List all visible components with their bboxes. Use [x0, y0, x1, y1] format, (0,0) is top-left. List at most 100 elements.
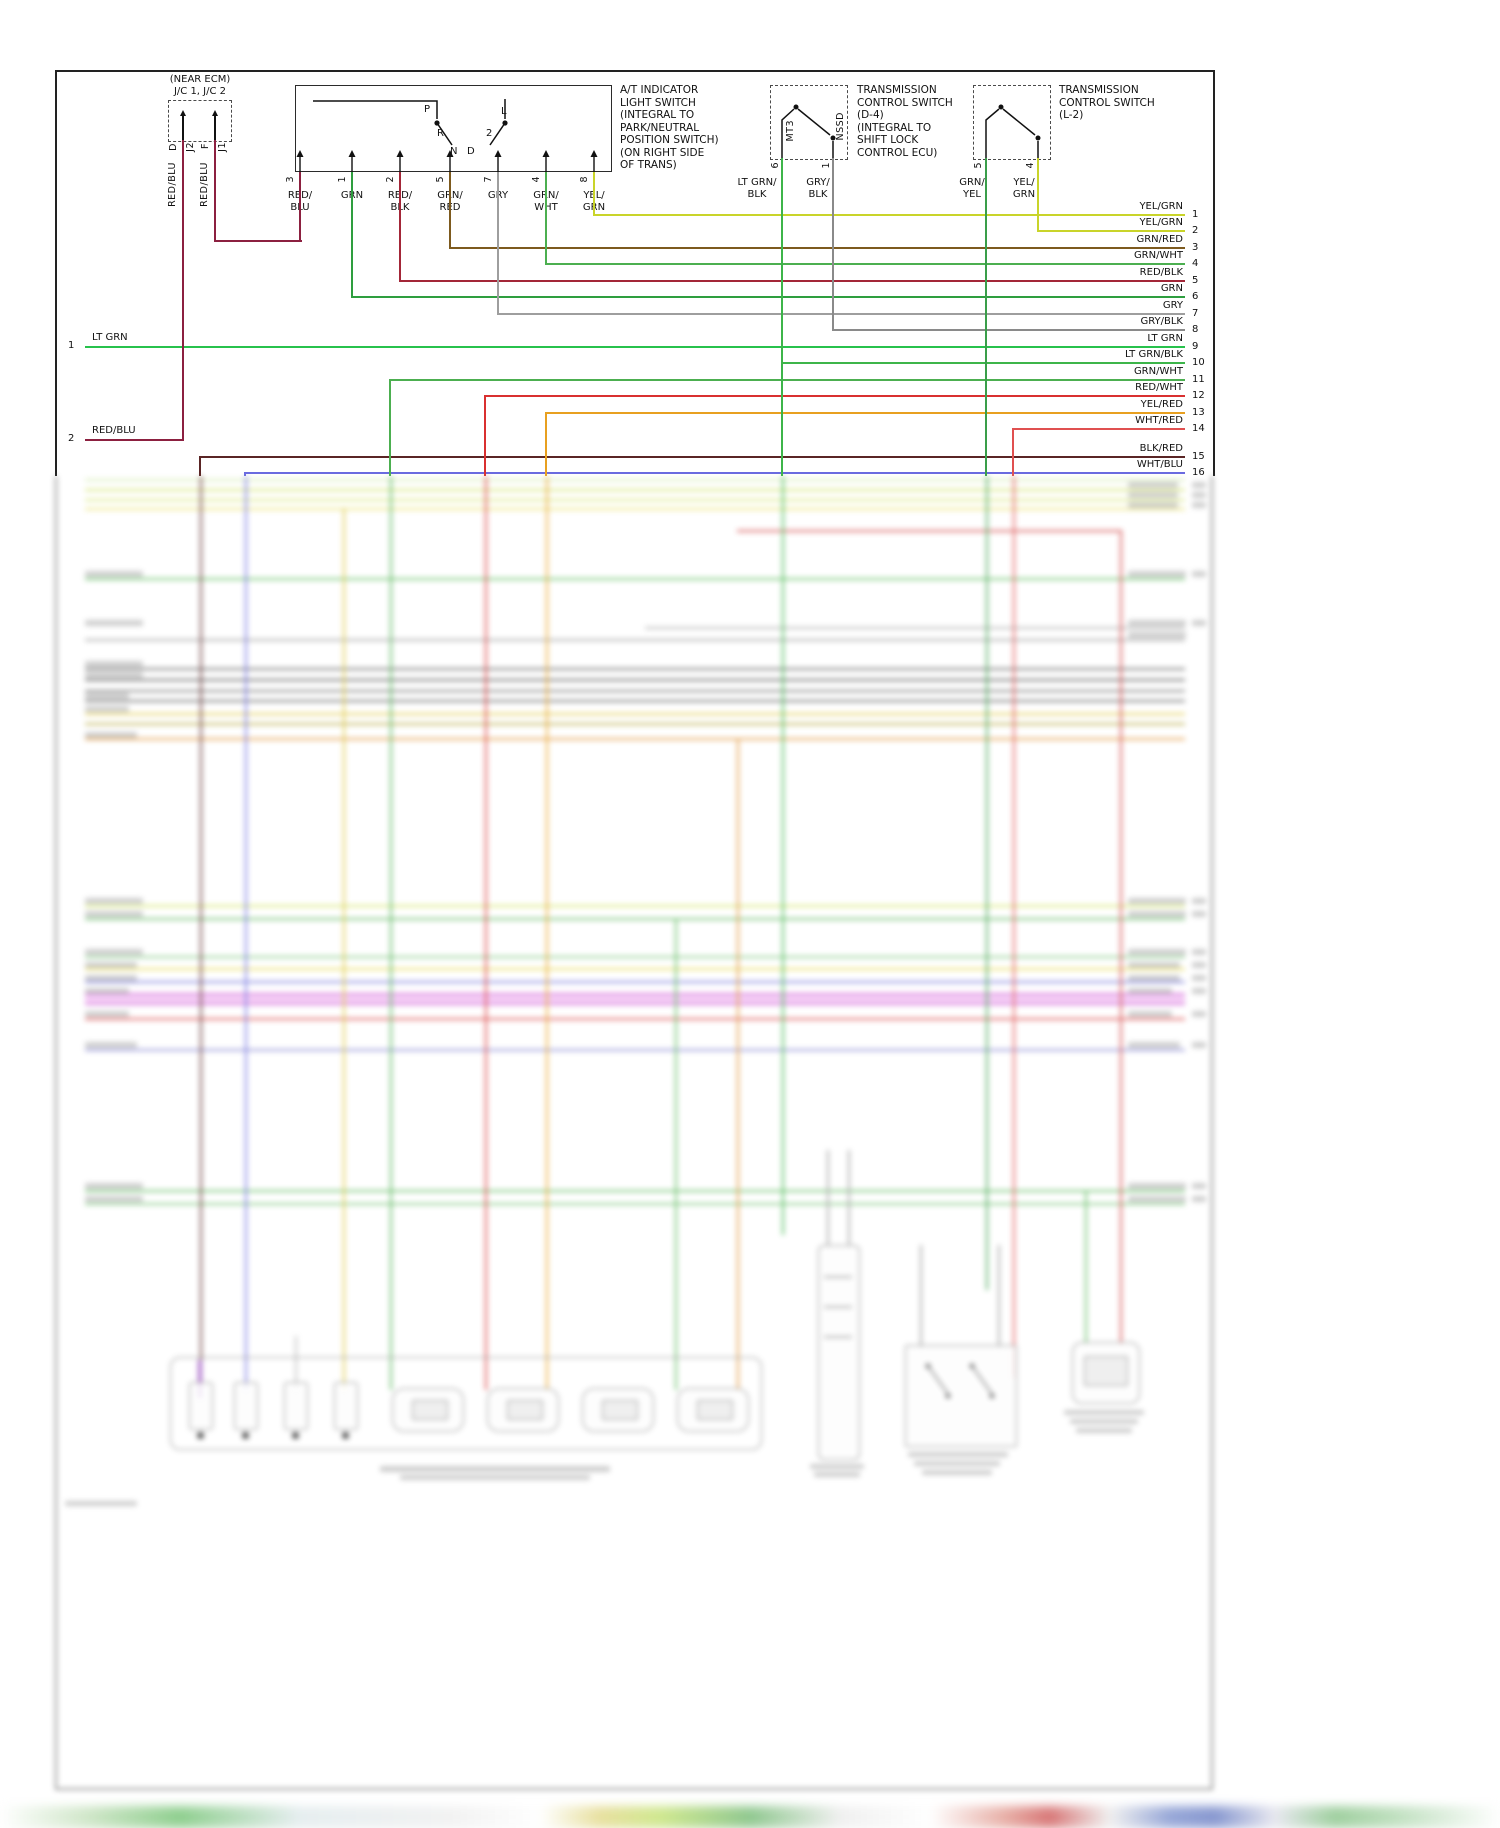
wire-yel-red-down — [545, 412, 547, 476]
text-smudge — [1128, 911, 1186, 917]
left-bus-label: RED/BLU — [92, 425, 136, 436]
bus-label: WHT/RED — [1135, 415, 1183, 426]
blur-vline — [737, 738, 739, 1390]
text-smudge — [85, 911, 143, 917]
blur-line — [85, 489, 1185, 491]
bus-number: 4 — [1192, 258, 1199, 269]
text-smudge — [85, 962, 137, 968]
text-smudge — [85, 988, 129, 994]
blur-line — [737, 530, 1120, 532]
blur-vline — [675, 918, 677, 1390]
text-smudge — [85, 949, 143, 955]
blur-line — [85, 479, 1185, 481]
wire-grn-wht-down — [389, 379, 391, 476]
text-smudge — [85, 661, 143, 667]
text-smudge — [85, 571, 143, 577]
tcs-d4-caption: TRANSMISSION CONTROL SWITCH (D-4) (INTEG… — [857, 84, 953, 159]
wire-d4-lt-grn-blk — [781, 158, 783, 476]
wire-wht-blu-down — [244, 472, 246, 476]
pin-number: 3 — [285, 176, 296, 183]
bus-label: GRY — [1162, 300, 1183, 311]
frame-right — [1213, 70, 1215, 476]
blur-vline — [1085, 1190, 1087, 1342]
text-smudge — [810, 1464, 864, 1469]
connector-group-outline — [170, 1357, 762, 1450]
connector-dot — [292, 1432, 299, 1439]
wire-pin4-grn-wht — [545, 172, 547, 265]
text-smudge — [85, 672, 143, 678]
bus-number: 1 — [1192, 209, 1199, 220]
text-smudge — [85, 1042, 137, 1048]
at-switch-box — [295, 85, 612, 172]
switch-position-d: D — [467, 146, 475, 157]
bus-number: 11 — [1192, 374, 1205, 385]
pin-color-label: GRN/ YEL — [959, 177, 985, 200]
number-smudge — [1192, 571, 1206, 577]
sensor-segment — [824, 1306, 852, 1308]
pin-number: 5 — [973, 162, 984, 169]
wire-l2-grn-yel — [985, 158, 987, 476]
bus-label: WHT/BLU — [1136, 459, 1183, 470]
tcs-d4-box — [770, 85, 848, 160]
text-smudge — [1128, 962, 1180, 968]
pin-number: 5 — [435, 176, 446, 183]
wire-pin1-grn — [351, 172, 353, 298]
number-smudge — [1192, 482, 1206, 488]
blur-line — [85, 905, 1185, 907]
tcs-l2-box — [973, 85, 1051, 160]
text-smudge — [400, 1475, 590, 1480]
blur-vline — [986, 476, 988, 1290]
text-smudge — [1128, 988, 1172, 994]
blur-line — [645, 627, 1185, 629]
blur-line — [85, 1190, 1185, 1192]
text-smudge — [1128, 949, 1186, 955]
junction-title: (NEAR ECM) J/C 1, J/C 2 — [169, 74, 231, 97]
pin-number: 2 — [385, 176, 396, 183]
frame-bottom-blur — [55, 1788, 1213, 1790]
blurred-content — [50, 476, 1216, 1792]
text-smudge — [85, 732, 137, 738]
wire-pin7-gry — [497, 172, 499, 315]
text-smudge — [1128, 898, 1186, 904]
frame-top — [55, 70, 1215, 72]
text-smudge — [85, 898, 143, 904]
pin-number: 1 — [821, 162, 832, 169]
wire-color-label: RED/BLU — [167, 162, 178, 207]
bus-label: GRN/WHT — [1133, 250, 1183, 261]
number-smudge — [1192, 911, 1206, 917]
text-smudge — [1128, 571, 1186, 577]
bus-number: 15 — [1192, 451, 1205, 462]
text-smudge — [380, 1466, 610, 1472]
frame-right-blur — [1211, 476, 1213, 1790]
bus-number: 9 — [1192, 341, 1199, 352]
number-smudge — [1192, 1196, 1206, 1202]
blur-vline — [245, 476, 247, 1390]
bus-label: RED/WHT — [1135, 382, 1183, 393]
blur-vline — [198, 1360, 202, 1398]
wire-color-label: RED/BLU — [199, 162, 210, 207]
pin-number: 4 — [531, 176, 542, 183]
blur-band-magenta — [85, 995, 1185, 1003]
text-smudge — [1128, 620, 1186, 626]
right-solenoid-inner — [1084, 1356, 1128, 1386]
blur-line — [85, 918, 1185, 920]
tcs-l2-contacts — [985, 104, 1041, 160]
pin-number: 1 — [337, 176, 348, 183]
text-smudge — [85, 1183, 143, 1189]
wire-pin8-yel-grn — [593, 172, 595, 216]
connector-dot — [197, 1432, 204, 1439]
bus-number: 10 — [1192, 357, 1205, 368]
switch-position-2: 2 — [486, 128, 493, 139]
blur-vline — [546, 476, 548, 1390]
bus-number: 14 — [1192, 423, 1205, 434]
blur-line — [85, 981, 1185, 983]
blur-line — [85, 723, 1185, 725]
connector — [284, 1382, 308, 1430]
wire-bus-5 — [400, 280, 1185, 282]
text-smudge — [85, 620, 143, 626]
wire-d4-gry-blk — [832, 158, 834, 331]
sensor-segment — [824, 1276, 852, 1278]
solenoid-module-inner — [602, 1400, 638, 1420]
wire-red-blu-j1 — [214, 140, 216, 242]
text-smudge — [85, 1196, 143, 1202]
